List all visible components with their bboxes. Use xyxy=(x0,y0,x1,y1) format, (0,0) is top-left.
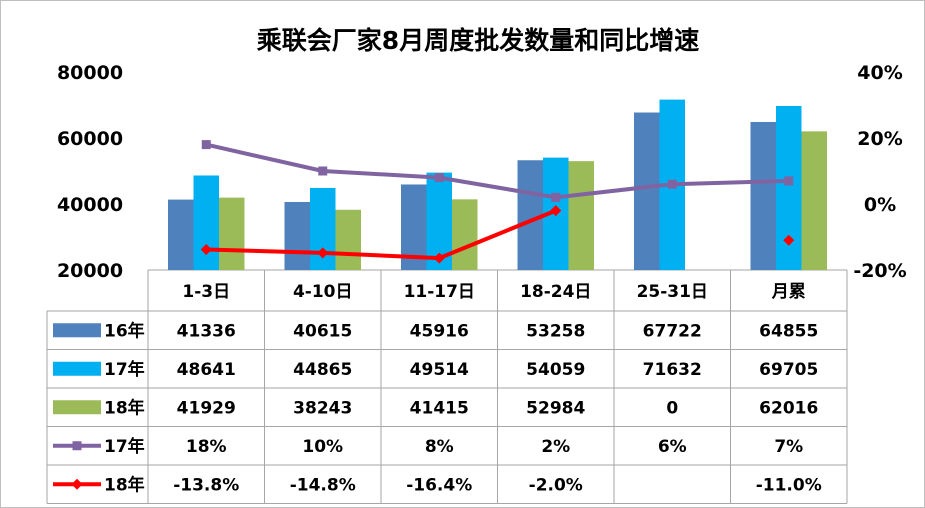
data-label: 41929 xyxy=(177,398,236,418)
data-label: 6% xyxy=(658,437,687,457)
data-label: -2.0% xyxy=(529,475,583,495)
legend-label: 16年 xyxy=(104,320,145,341)
category-label: 月累 xyxy=(771,282,806,302)
data-point xyxy=(433,252,445,264)
data-label: 49514 xyxy=(410,360,469,380)
data-label: 69705 xyxy=(759,360,818,380)
bar-series xyxy=(168,99,827,271)
left-axis-tick-label: 80000 xyxy=(57,62,123,84)
bar xyxy=(517,160,543,270)
left-axis-tick-label: 40000 xyxy=(57,194,123,216)
data-point xyxy=(784,176,794,186)
data-table: 1-3日 4-10日 11-17日 18-24日 25-31日 月累 16年 41336 406… xyxy=(53,282,822,495)
legend-key xyxy=(53,400,101,415)
data-label: 52984 xyxy=(526,398,585,418)
data-point xyxy=(667,179,677,189)
chart-title: 乘联会厂家8月周度批发数量和同比增速 xyxy=(257,26,699,55)
data-label: 44865 xyxy=(293,360,352,380)
data-label: 64855 xyxy=(759,321,818,341)
left-axis: 80000 60000 40000 20000 xyxy=(57,62,123,282)
legend-label: 17年 xyxy=(104,359,145,380)
category-label: 25-31日 xyxy=(637,282,708,302)
left-axis-tick-label: 60000 xyxy=(57,128,123,150)
legend-key xyxy=(53,361,101,376)
legend-label: 18年 xyxy=(104,474,145,495)
bar xyxy=(168,199,194,270)
legend-marker xyxy=(71,478,83,490)
left-axis-tick-label: 20000 xyxy=(57,260,123,282)
category-label: 11-17日 xyxy=(404,282,475,302)
data-label: 67722 xyxy=(643,321,702,341)
data-label: 10% xyxy=(302,437,343,457)
data-label: 2% xyxy=(541,437,570,457)
data-point xyxy=(550,205,562,217)
bar xyxy=(568,161,594,270)
table-grid xyxy=(46,269,848,504)
data-point xyxy=(317,247,329,259)
bar xyxy=(284,201,310,270)
data-label: 38243 xyxy=(293,398,352,418)
data-point xyxy=(434,173,444,183)
data-label: 45916 xyxy=(410,321,469,341)
category-label: 1-3日 xyxy=(182,282,230,302)
right-axis-tick-label: -20% xyxy=(853,260,906,282)
data-label: -11.0% xyxy=(756,475,822,495)
bar xyxy=(335,209,361,270)
data-label: 0 xyxy=(666,398,678,418)
data-label: 53258 xyxy=(526,321,585,341)
right-axis-tick-label: 0% xyxy=(864,194,896,216)
category-label: 4-10日 xyxy=(293,282,353,302)
data-label: 18% xyxy=(186,437,227,457)
data-label: 48641 xyxy=(177,360,236,380)
data-label: -13.8% xyxy=(173,475,239,495)
right-axis: 40% 20% 0% -20% xyxy=(853,62,906,282)
legend-marker xyxy=(72,441,82,451)
data-point xyxy=(200,244,212,256)
bar xyxy=(193,175,219,270)
data-label: 54059 xyxy=(526,360,585,380)
bar xyxy=(219,197,245,270)
legend-key xyxy=(53,323,101,338)
bar xyxy=(801,131,827,270)
right-axis-tick-label: 40% xyxy=(857,62,902,84)
data-label: 71632 xyxy=(643,360,702,380)
data-label: 40615 xyxy=(293,321,352,341)
series-line xyxy=(204,208,558,261)
data-label: 7% xyxy=(774,437,803,457)
data-label: 41336 xyxy=(177,321,236,341)
bar xyxy=(452,199,478,270)
data-label: -14.8% xyxy=(290,475,356,495)
legend-label: 17年 xyxy=(104,436,145,457)
data-point xyxy=(201,140,211,150)
data-point xyxy=(551,192,561,202)
data-point xyxy=(783,234,795,246)
bar xyxy=(634,112,660,271)
category-label: 18-24日 xyxy=(520,282,591,302)
data-point xyxy=(318,166,328,176)
series-line xyxy=(204,142,791,200)
line-series xyxy=(200,140,795,264)
right-axis-tick-label: 20% xyxy=(857,128,902,150)
data-label: -16.4% xyxy=(406,475,472,495)
data-label: 41415 xyxy=(410,398,469,418)
legend-label: 18年 xyxy=(104,397,145,418)
data-label: 8% xyxy=(425,437,454,457)
data-label: 62016 xyxy=(759,398,818,418)
bar xyxy=(750,121,776,270)
